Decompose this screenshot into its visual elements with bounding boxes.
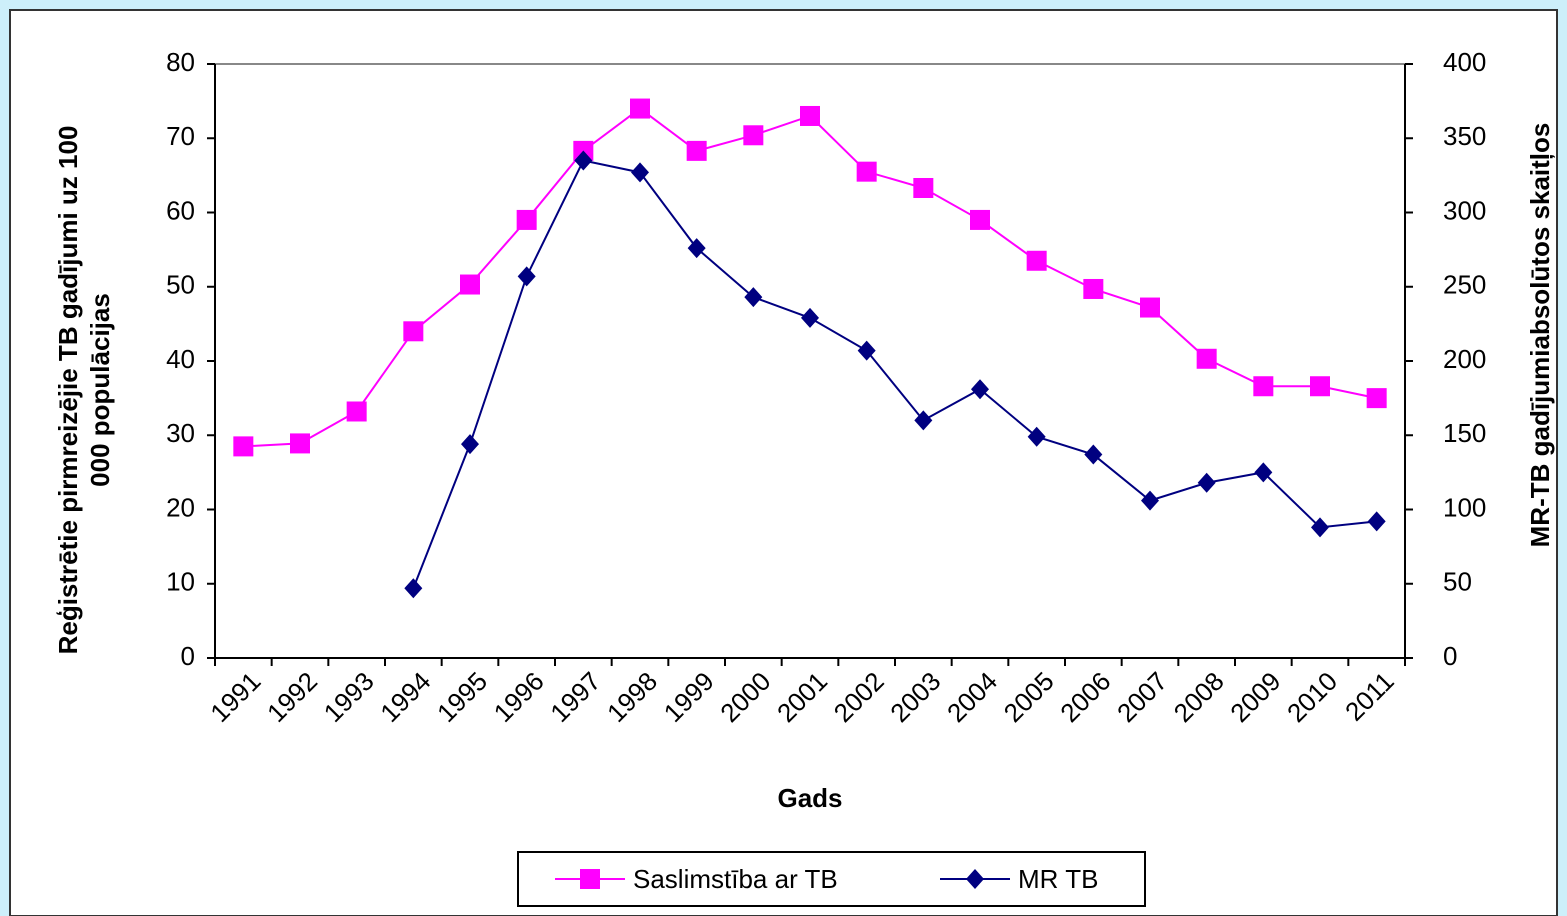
marker — [517, 266, 536, 287]
y-tick-label: 30 — [166, 418, 195, 448]
x-axis-label: Gads — [777, 783, 842, 813]
marker — [1084, 444, 1103, 465]
marker — [516, 209, 537, 230]
y-tick-label: 60 — [166, 195, 195, 225]
marker — [233, 436, 254, 457]
marker — [1140, 297, 1160, 318]
marker — [631, 162, 649, 183]
marker — [801, 307, 819, 328]
y-tick-label: 20 — [166, 492, 195, 522]
marker — [404, 578, 423, 599]
legend-label: MR TB — [1018, 864, 1098, 894]
marker — [1253, 376, 1274, 397]
marker — [1254, 462, 1273, 483]
marker — [460, 274, 480, 295]
y2-tick-label: 250 — [1443, 270, 1486, 300]
y-tick-label: 40 — [166, 344, 195, 374]
y2-axis-label: MR-TB gadījumiabsolūtos skaitļos — [1525, 123, 1555, 548]
marker — [970, 209, 990, 230]
marker — [1366, 388, 1387, 409]
y-axis-label: 000 populācijas — [85, 293, 115, 487]
y-tick-label: 80 — [166, 47, 195, 77]
y2-tick-label: 200 — [1443, 344, 1486, 374]
marker — [1197, 472, 1216, 493]
marker — [1026, 250, 1047, 271]
y2-tick-label: 50 — [1443, 567, 1472, 597]
marker — [290, 433, 310, 454]
marker — [687, 238, 706, 259]
marker — [574, 150, 593, 171]
marker — [914, 410, 933, 431]
marker — [403, 321, 424, 342]
marker — [971, 379, 989, 400]
marker — [1027, 426, 1046, 447]
legend-label: Saslimstība ar TB — [633, 864, 838, 894]
marker — [857, 340, 876, 361]
y2-tick-label: 0 — [1443, 641, 1457, 671]
marker — [346, 401, 367, 422]
marker — [630, 98, 650, 119]
marker — [744, 287, 763, 308]
marker — [1367, 511, 1386, 532]
legend-marker — [580, 869, 600, 889]
y2-tick-label: 400 — [1443, 47, 1486, 77]
marker — [1196, 348, 1217, 369]
y-tick-label: 70 — [166, 121, 195, 151]
marker — [1310, 376, 1330, 397]
marker — [461, 434, 479, 455]
marker — [1311, 517, 1329, 538]
y-axis-label: Reģistrētie pirmreizējie TB gadījumi uz … — [53, 126, 83, 655]
marker — [800, 105, 820, 126]
marker — [856, 161, 877, 182]
marker — [1083, 278, 1104, 299]
y2-tick-label: 300 — [1443, 195, 1486, 225]
y2-tick-label: 350 — [1443, 121, 1486, 151]
y2-tick-label: 150 — [1443, 418, 1486, 448]
y-tick-label: 10 — [166, 567, 195, 597]
marker — [1141, 490, 1159, 511]
y-tick-label: 50 — [166, 270, 195, 300]
chart-frame — [9, 9, 1558, 916]
y2-tick-label: 100 — [1443, 492, 1486, 522]
marker — [913, 177, 934, 198]
marker — [743, 125, 764, 146]
y-tick-label: 0 — [181, 641, 195, 671]
series-line — [412, 159, 1377, 589]
legend-marker — [966, 869, 984, 889]
marker — [686, 140, 707, 161]
